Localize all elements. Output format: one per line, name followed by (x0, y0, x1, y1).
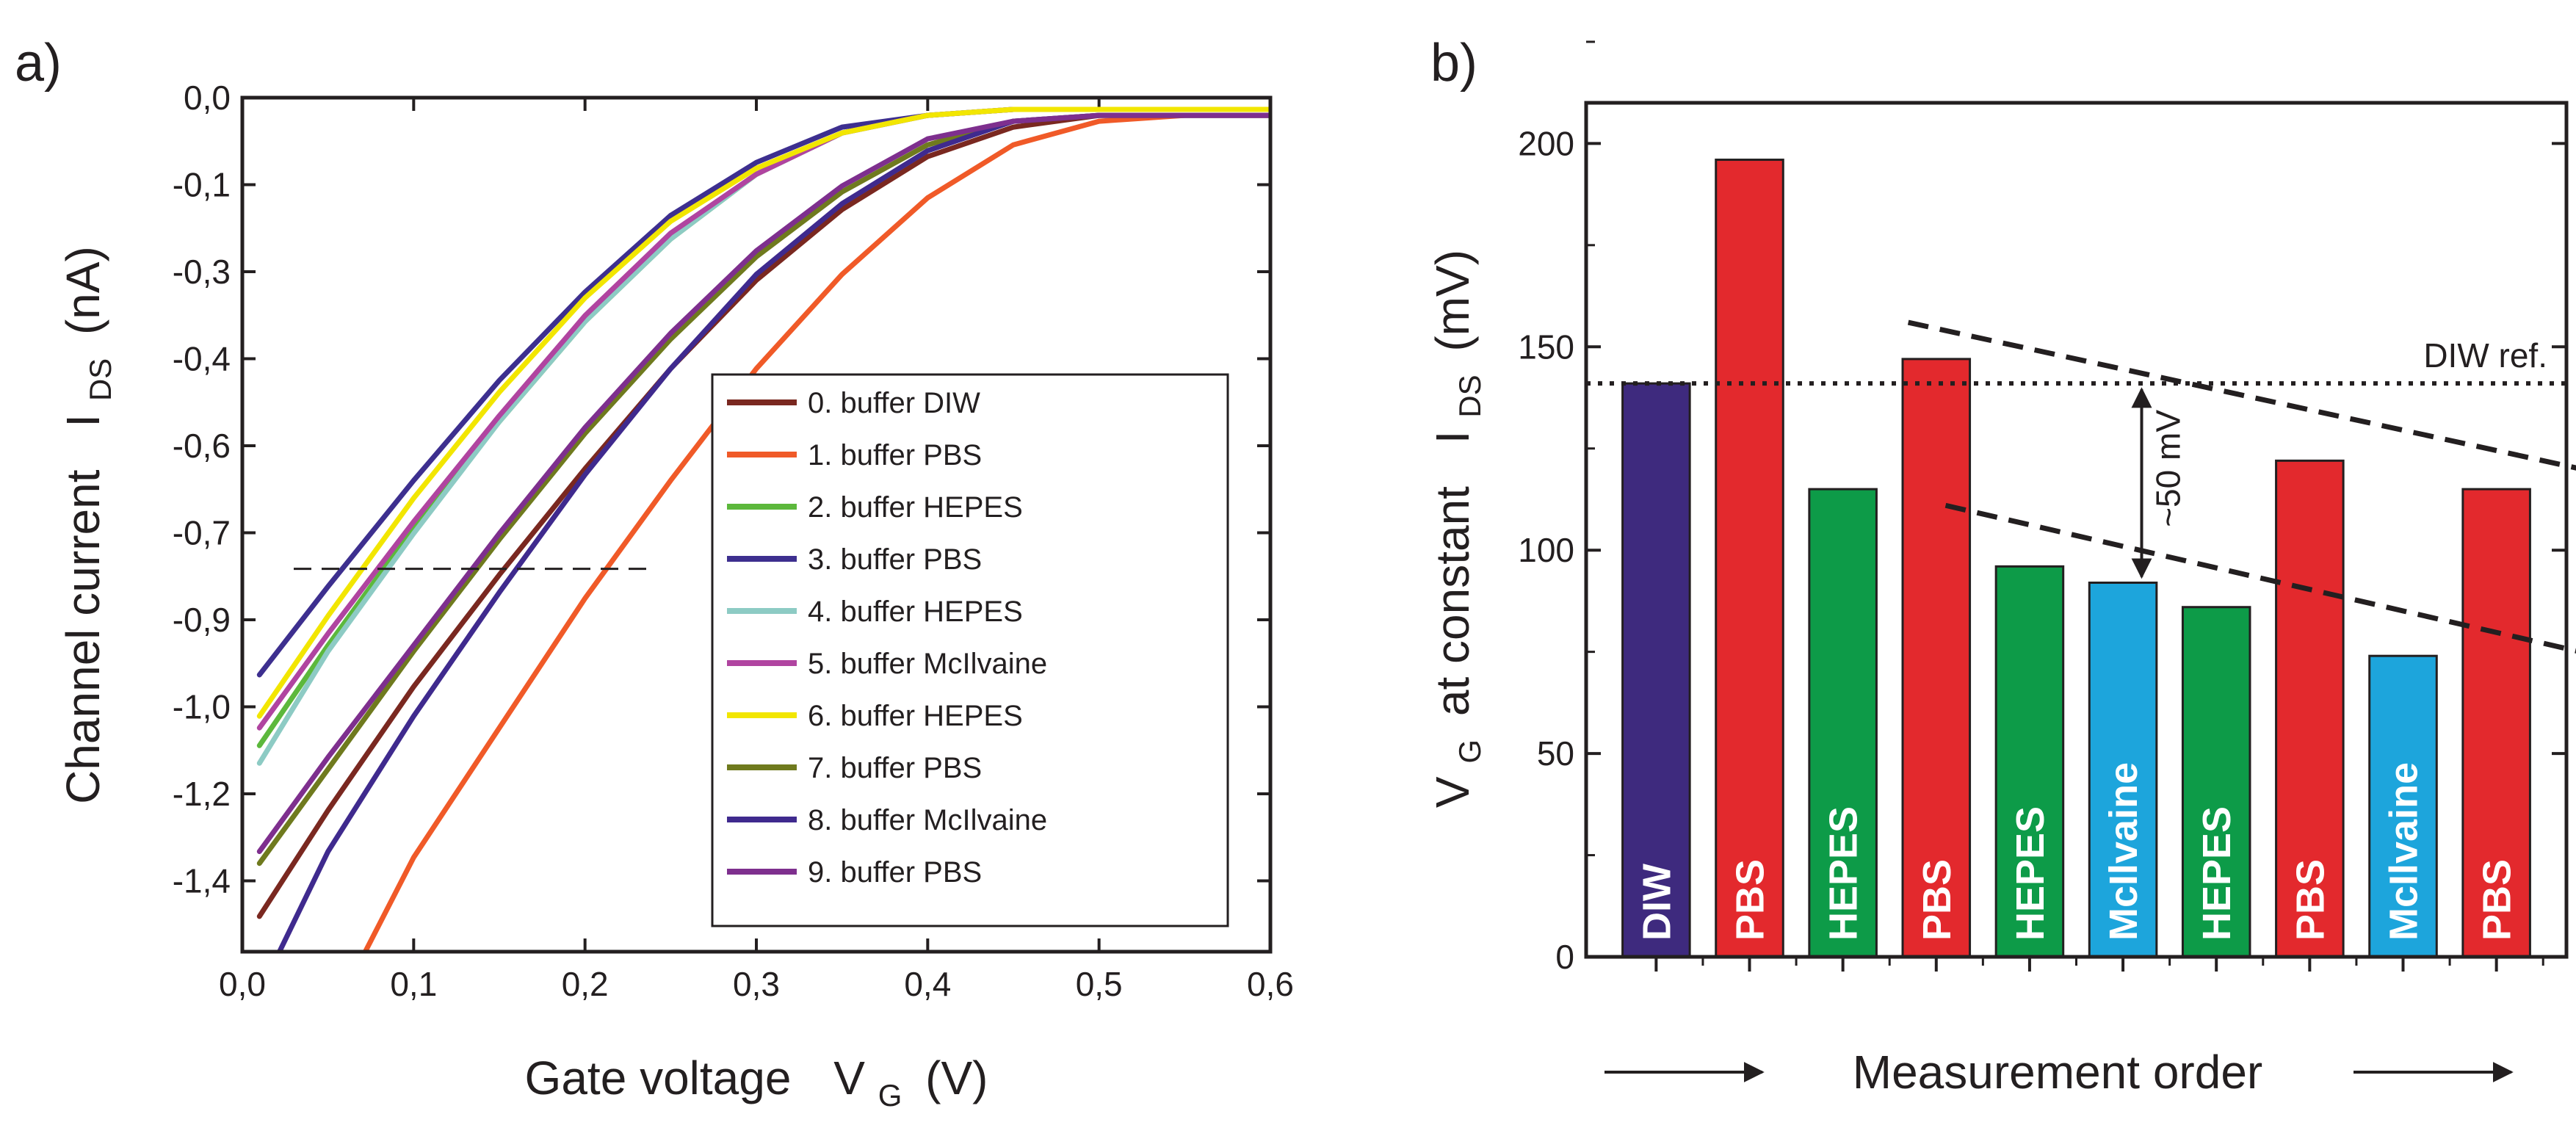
bar-label: HEPES (1822, 806, 1866, 941)
y-tick-label: -1,0 (173, 688, 231, 726)
panel-a-legend: 0. buffer DIW 1. buffer PBS 2. buffer HEPE… (711, 373, 1229, 927)
x-label-text: Gate voltage (525, 1052, 792, 1104)
y-tick-label: -0,1 (173, 166, 231, 204)
bar-label: PBS (2288, 859, 2332, 941)
panel-b-frame (1584, 101, 2569, 959)
legend-label: 0. buffer DIW (808, 387, 980, 419)
bar (2275, 459, 2345, 958)
y-label-text: at constant (1426, 486, 1479, 716)
bar-label: HEPES (2195, 806, 2239, 941)
bar-label: McIlvaine (2382, 762, 2426, 941)
panel-a-series (256, 106, 1270, 952)
chart-panel-b: b) 0 50 100 150 200 DIW PBS HEPES PBS HEPES McIlv… (1426, 34, 2576, 1099)
legend-label: 7. buffer PBS (808, 752, 982, 784)
reference-line-label: DIW ref. (2423, 336, 2547, 375)
legend-label: 3. buffer PBS (808, 543, 982, 576)
y-tick-label: 0,0 (184, 79, 231, 117)
panel-b-x-label: Measurement order (1853, 1046, 2262, 1099)
x-label-symbol: V (833, 1052, 865, 1104)
y-tick-label: -0,4 (173, 340, 231, 378)
bar (1994, 565, 2065, 958)
y-tick-label: 200 (1518, 124, 1574, 162)
bar-label: HEPES (2008, 806, 2052, 941)
panel-b-label: b) (1430, 34, 1477, 93)
panel-a-label: a) (15, 34, 62, 93)
legend-label: 4. buffer HEPES (808, 596, 1023, 628)
bar-label: PBS (2475, 859, 2519, 941)
x-tick-label: 0,5 (1076, 965, 1123, 1003)
y-tick-label: 150 (1518, 328, 1574, 366)
bar (2181, 606, 2251, 958)
series-line (256, 112, 1270, 855)
trend-line (1907, 319, 2576, 471)
y-tick-label: -0,3 (173, 253, 231, 291)
trend-line (1944, 502, 2576, 654)
y-tick-label: -0,7 (173, 514, 231, 552)
panel-a-y-label: Channel current I DS (nA) (57, 246, 121, 804)
bar (1621, 382, 1691, 958)
legend-label: 6. buffer HEPES (808, 700, 1023, 732)
y-tick-label: 0 (1555, 938, 1574, 976)
x-tick-label: 0,1 (390, 965, 437, 1003)
panel-a-frame (240, 95, 1273, 954)
x-label-unit: (V) (925, 1052, 988, 1104)
panel-a-x-ticks: 0,0 0,1 0,2 0,3 0,4 0,5 0,6 (219, 98, 1294, 1003)
legend-label: 9. buffer PBS (808, 856, 982, 889)
y-label-unit: (nA) (57, 246, 109, 335)
x-tick-label: 0,0 (219, 965, 266, 1003)
y-tick-label: 50 (1537, 734, 1574, 773)
panel-b-bars: DIW PBS HEPES PBS HEPES McIlvaine HEPES PBS McIl… (1621, 159, 2531, 958)
x-label-sub: G (878, 1078, 902, 1113)
panel-b-y-ticks: 0 50 100 150 200 (1518, 40, 2566, 976)
y-tick-label: -0,9 (173, 601, 231, 639)
y-tick-label: -1,4 (173, 862, 231, 900)
y-label-sub: DS (1452, 375, 1487, 417)
bar-label: PBS (1729, 859, 1773, 941)
y-label-prefix-symbol: V (1426, 776, 1479, 808)
y-tick-label: 100 (1518, 531, 1574, 569)
difference-annotation: ~50 mV (2149, 410, 2188, 527)
y-tick-label: -0,6 (173, 427, 231, 465)
series-line (362, 112, 1270, 952)
panel-b-y-label: V G at constant I DS (mV) (1426, 250, 1491, 808)
y-tick-label: -1,2 (173, 775, 231, 813)
y-label-text: Channel current (57, 469, 109, 804)
legend-label: 8. buffer McIlvaine (808, 804, 1047, 836)
x-tick-label: 0,3 (733, 965, 780, 1003)
panel-b-x-ticks (1654, 957, 2544, 972)
panel-a-y-ticks: 0,0 -0,1 -0,3 -0,4 -0,6 -0,7 -0,9 -1,0 -1,2 -1,4 (173, 79, 1270, 900)
y-label-symbol: I (57, 414, 109, 427)
x-tick-label: 0,2 (562, 965, 609, 1003)
svg-text:V G at constan: V G at constant I DS (mV) (1426, 250, 1491, 808)
y-label-sub: DS (83, 358, 117, 401)
y-label-prefix-sub: G (1452, 739, 1487, 764)
panel-a-x-label: Gate voltage V G (V) (525, 1052, 988, 1116)
chart-panel-a: a) 0,0 -0,1 -0,3 -0,4 -0,6 -0,7 -0,9 -1,0 -1,2 -1… (15, 34, 1294, 1116)
series-line (256, 106, 1270, 719)
y-label-symbol: I (1426, 430, 1479, 444)
bar (2461, 488, 2531, 958)
bar-label: PBS (1915, 859, 1959, 941)
bar (1715, 159, 1784, 958)
x-tick-label: 0,4 (904, 965, 951, 1003)
bar (1808, 488, 1878, 958)
bar-label: McIlvaine (2102, 762, 2146, 941)
bar-label: DIW (1635, 864, 1679, 941)
legend-label: 1. buffer PBS (808, 439, 982, 471)
y-label-unit: (mV) (1426, 250, 1479, 352)
legend-label: 2. buffer HEPES (808, 491, 1023, 524)
panel-b-trend-lines (1907, 319, 2576, 654)
legend-box (711, 373, 1229, 927)
legend-label: 5. buffer McIlvaine (808, 648, 1047, 680)
x-tick-label: 0,6 (1247, 965, 1294, 1003)
bar (2088, 581, 2158, 958)
svg-text:Channel current I: Channel current I DS (nA) (57, 246, 121, 804)
